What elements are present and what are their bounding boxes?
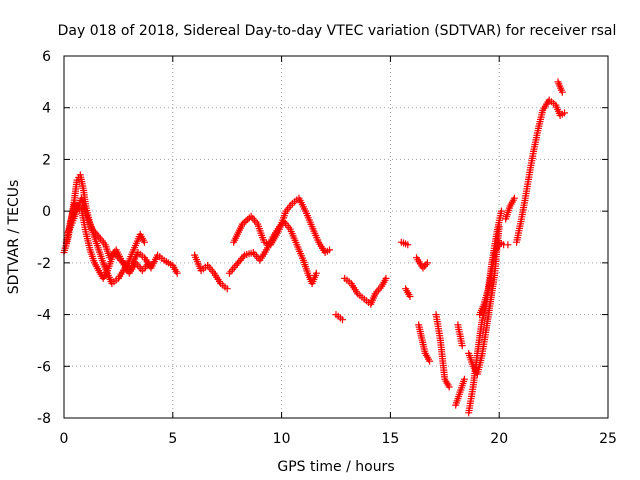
y-tick-label: 0 — [42, 204, 51, 220]
data-segment — [413, 254, 431, 272]
data-point-markers — [513, 96, 568, 246]
y-tick-label: 2 — [42, 152, 51, 168]
data-point-markers — [402, 285, 414, 300]
data-segment — [402, 285, 414, 300]
data-point-markers — [341, 274, 390, 308]
y-tick-label: -8 — [37, 411, 51, 427]
data-segment — [64, 194, 153, 277]
axis-ticks: 0 5 10 15 20 25 -8 -6 -4 -2 0 2 4 6 — [37, 49, 617, 447]
data-segment — [452, 375, 468, 409]
grid-lines — [64, 56, 608, 418]
data-point-markers — [397, 238, 412, 249]
x-tick-label: 5 — [168, 431, 177, 447]
data-segment — [502, 194, 518, 223]
data-point-markers — [502, 194, 518, 223]
data-point-markers — [554, 78, 566, 96]
data-segment — [465, 223, 503, 378]
data-point-markers — [60, 171, 181, 287]
data-segment — [60, 171, 181, 287]
y-tick-label: -4 — [37, 308, 51, 324]
x-tick-label: 20 — [490, 431, 508, 447]
y-axis-label: SDTVAR / TECUs — [6, 180, 22, 295]
x-axis-label: GPS time / hours — [277, 459, 394, 475]
y-tick-label: -6 — [37, 359, 51, 375]
x-tick-label: 0 — [60, 431, 69, 447]
data-segment — [513, 96, 568, 246]
y-tick-label: 6 — [42, 49, 51, 65]
data-point-markers — [454, 321, 466, 350]
data-segment — [332, 311, 346, 324]
data-segment — [230, 194, 333, 256]
plot-frame — [63, 55, 609, 419]
data-segment — [554, 78, 566, 96]
x-tick-label: 15 — [381, 431, 399, 447]
data-point-markers — [230, 194, 333, 256]
data-point-markers — [64, 194, 153, 277]
data-point-markers — [413, 254, 431, 272]
data-point-markers — [476, 207, 505, 319]
data-segment — [454, 321, 466, 350]
data-segment — [397, 238, 412, 249]
data-segment — [191, 251, 231, 293]
data-points — [60, 78, 568, 417]
x-tick-label: 10 — [273, 431, 291, 447]
chart-title: Day 018 of 2018, Sidereal Day-to-day VTE… — [58, 23, 617, 39]
data-segment — [341, 274, 390, 308]
data-point-markers — [452, 375, 468, 409]
data-segment — [476, 207, 505, 319]
x-tick-label: 25 — [599, 431, 617, 447]
y-tick-label: 4 — [42, 101, 51, 117]
data-point-markers — [465, 223, 503, 378]
y-tick-label: -2 — [37, 256, 51, 272]
data-point-markers — [191, 251, 231, 293]
data-point-markers — [432, 311, 453, 391]
data-segment — [415, 321, 434, 365]
data-point-markers — [415, 321, 434, 365]
data-segment — [432, 311, 453, 391]
data-point-markers — [332, 311, 346, 324]
